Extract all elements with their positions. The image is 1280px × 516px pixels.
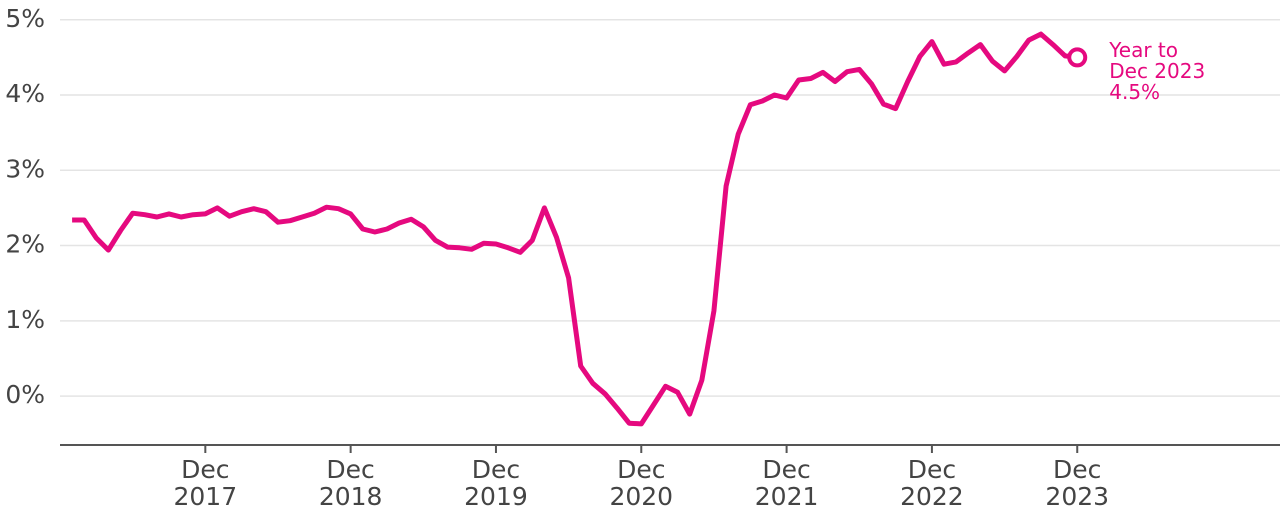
x-tick-label: Dec 2023 (1045, 455, 1110, 511)
x-tick-label: Dec 2018 (318, 455, 383, 511)
end-marker (1067, 47, 1088, 68)
x-tick-label: Dec 2019 (464, 455, 528, 511)
data-line (72, 31, 1078, 427)
annotation: Year to (1109, 38, 1179, 62)
x-tick-label: Dec 2017 (173, 455, 238, 511)
y-tick-label: 1% (5, 305, 45, 334)
y-tick-label: 3% (5, 154, 45, 183)
annotation: 4.5% (1109, 80, 1161, 104)
x-tick-label: Dec 2022 (900, 455, 964, 511)
x-tick-label: Dec 2021 (754, 455, 819, 511)
y-tick-label: 0% (5, 380, 45, 409)
y-tick-label: 2% (5, 230, 45, 259)
annotation: Dec 2023 (1109, 59, 1206, 83)
y-tick-label: 4% (5, 79, 45, 108)
x-tick-label: Dec 2020 (609, 455, 674, 511)
y-tick-label: 5% (5, 4, 45, 33)
